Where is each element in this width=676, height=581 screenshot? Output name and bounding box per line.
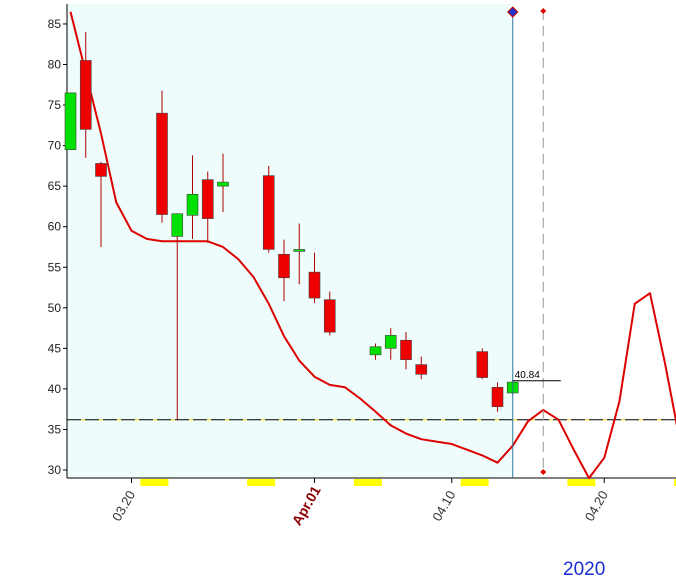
y-tick-label: 35 (48, 422, 62, 436)
candle-body (262, 175, 275, 250)
candle (262, 165, 275, 253)
weekend-marker (674, 479, 676, 486)
history-shading (67, 4, 513, 478)
y-tick-label: 85 (48, 17, 62, 31)
candle-body (79, 60, 92, 130)
cursor-marker-icon (507, 6, 519, 18)
candle-body (171, 213, 184, 237)
candle (323, 291, 336, 336)
year-label: 2020 (563, 559, 606, 580)
future-marker-top-icon (540, 8, 547, 14)
candle-body (491, 386, 504, 408)
candle (476, 348, 489, 380)
candle (217, 153, 229, 213)
candle-body (323, 299, 336, 333)
y-tick-label: 40 (48, 382, 62, 396)
x-tick-label: 03.20 (109, 488, 138, 524)
y-tick-label: 30 (48, 463, 62, 477)
candle (415, 356, 428, 380)
candle (186, 155, 199, 239)
y-tick-label: 65 (48, 179, 62, 193)
candle (201, 171, 214, 243)
candle (171, 213, 184, 420)
candle-body (201, 179, 214, 219)
y-tick-label: 60 (48, 220, 62, 234)
last-price-label: 40.84 (515, 370, 540, 381)
candle (64, 92, 77, 150)
candle-body (308, 271, 321, 299)
candle-body (95, 163, 107, 177)
weekend-marker (567, 479, 596, 486)
indicator-line (69, 11, 676, 480)
candle (79, 32, 92, 158)
y-tick-label: 75 (48, 98, 62, 112)
candle (308, 252, 321, 303)
y-tick-label: 70 (48, 139, 62, 153)
candle-body (415, 364, 428, 375)
candle-body (369, 346, 382, 356)
candle-body (476, 351, 489, 378)
candle (491, 382, 504, 412)
candle (293, 223, 306, 285)
candle-body (186, 193, 199, 216)
y-tick-label: 80 (48, 58, 62, 72)
weekend-marker (353, 479, 382, 486)
candle-body (384, 335, 397, 349)
candle-body (293, 249, 306, 252)
candle (400, 332, 412, 370)
weekend-marker (247, 479, 276, 486)
candle (384, 328, 397, 360)
candle-body (400, 339, 412, 361)
candle-body (217, 181, 229, 187)
candle (156, 90, 168, 223)
y-tick-label: 50 (48, 301, 62, 315)
y-tick-label: 55 (48, 260, 62, 274)
candle-body (156, 112, 168, 215)
candle-body (278, 253, 290, 279)
x-tick-label: Apr.01 (289, 483, 324, 528)
candle (278, 239, 290, 302)
y-tick-label: 45 (48, 341, 62, 355)
x-tick-label: 04.10 (429, 488, 458, 524)
weekend-marker (140, 479, 169, 486)
weekend-marker (460, 479, 489, 486)
x-tick-label: 04.20 (582, 488, 611, 524)
future-marker-bottom-icon (540, 469, 547, 475)
candle (95, 161, 107, 247)
candle (369, 343, 382, 360)
candle-body (64, 92, 77, 150)
